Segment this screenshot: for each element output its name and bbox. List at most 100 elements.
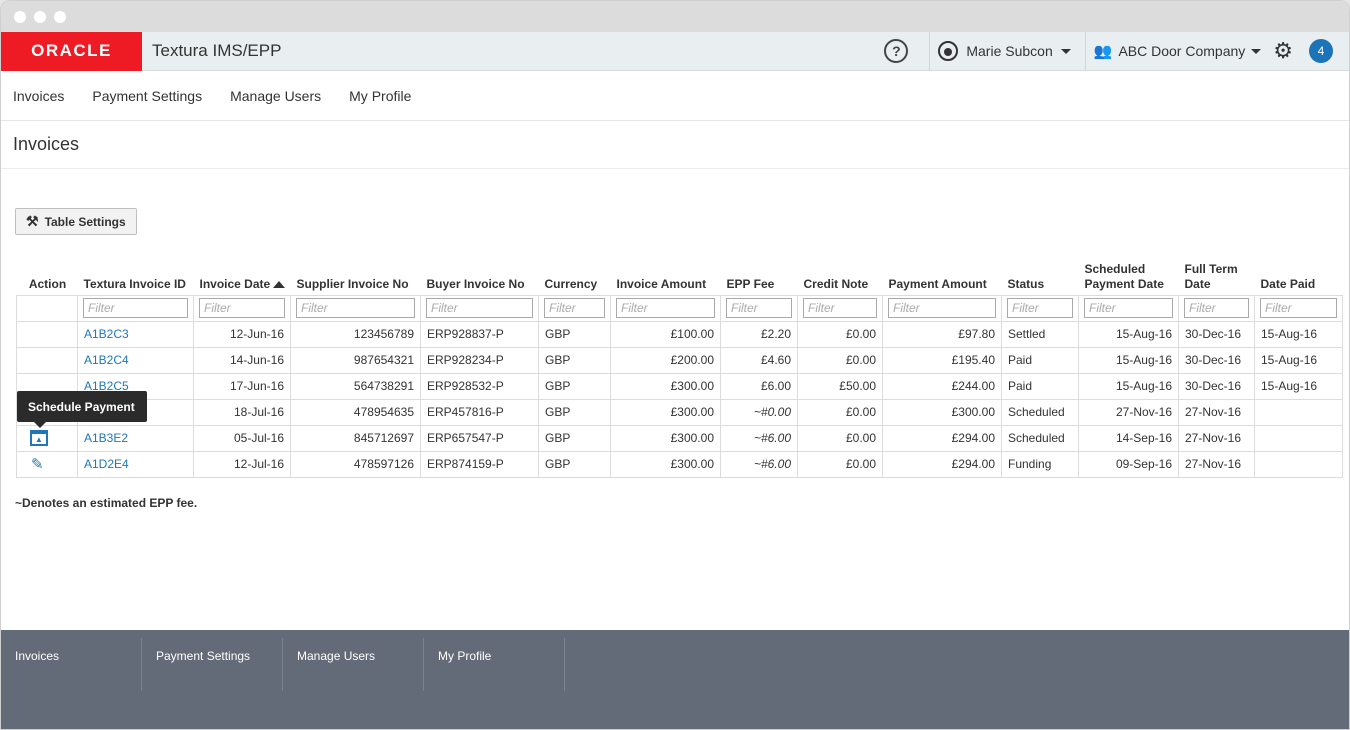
- cell-invoice-date: 12-Jul-16: [193, 450, 291, 478]
- column-header-credit-note[interactable]: Credit Note: [803, 276, 869, 291]
- cell-value: GBP: [545, 405, 571, 419]
- cell-invoice-amount: £300.00: [610, 450, 721, 478]
- cell-status: Funding: [1001, 450, 1079, 478]
- filter-cell: [720, 294, 798, 322]
- cell-value: 987654321: [353, 353, 414, 367]
- cell-date-paid: [1254, 398, 1343, 426]
- cell-value: GBP: [545, 379, 571, 393]
- header-divider: [929, 31, 931, 71]
- cell-buyer-no: ERP874159-P: [420, 450, 539, 478]
- column-header-invoice-date[interactable]: Invoice Date: [194, 259, 291, 295]
- filter-date-paid-input[interactable]: [1260, 298, 1337, 318]
- filter-full-term-input[interactable]: [1184, 298, 1249, 318]
- pencil-icon[interactable]: ✎: [31, 456, 44, 473]
- user-menu[interactable]: Marie Subcon: [930, 41, 1084, 61]
- column-header-epp-fee[interactable]: EPP Fee: [726, 276, 775, 291]
- column-header-scheduled-date[interactable]: Scheduled Payment Date: [1084, 261, 1164, 291]
- window-minimize-dot[interactable]: [34, 10, 46, 23]
- users-group-icon: 👥: [1093, 43, 1113, 60]
- footer-manage-users-link[interactable]: Manage Users: [283, 638, 424, 691]
- column-header-status[interactable]: Status: [1007, 276, 1045, 291]
- column-header-buyer-no[interactable]: Buyer Invoice No: [426, 276, 525, 291]
- nav-payment-settings[interactable]: Payment Settings: [92, 87, 203, 104]
- window-maximize-dot[interactable]: [54, 10, 66, 23]
- help-icon[interactable]: ?: [884, 39, 909, 63]
- filter-buyer-no-input[interactable]: [426, 298, 533, 318]
- filter-textura-id-input[interactable]: [83, 298, 188, 318]
- cell-date-paid: [1254, 424, 1343, 452]
- cell-full-term: 27-Nov-16: [1178, 398, 1255, 426]
- filter-payment-amount-input[interactable]: [888, 298, 996, 318]
- cell-value: 05-Jul-16: [233, 431, 284, 445]
- column-header-full-term[interactable]: Full Term Date: [1184, 261, 1238, 291]
- column-header-payment-amount[interactable]: Payment Amount: [888, 276, 987, 291]
- footer-my-profile-link[interactable]: My Profile: [424, 638, 565, 691]
- notification-badge[interactable]: 4: [1309, 39, 1333, 63]
- filter-status-input[interactable]: [1007, 298, 1073, 318]
- filter-cell-empty: [16, 294, 78, 322]
- cell-status: Scheduled: [1001, 424, 1079, 452]
- cell-value: £2.20: [760, 327, 791, 341]
- cell-date-paid: 15-Aug-16: [1254, 346, 1343, 374]
- cell-value: 27-Nov-16: [1185, 431, 1242, 445]
- cell-value: ERP928837-P: [427, 327, 504, 341]
- column-header-supplier-no[interactable]: Supplier Invoice No: [296, 276, 409, 291]
- column-header-textura-id[interactable]: Textura Invoice ID: [83, 276, 186, 291]
- nav-manage-users[interactable]: Manage Users: [230, 87, 322, 104]
- cell-value: £50.00: [839, 379, 876, 393]
- cell-value: £0.00: [845, 327, 876, 341]
- invoice-id-link[interactable]: A1B2C4: [84, 353, 129, 367]
- column-header-currency[interactable]: Currency: [544, 276, 598, 291]
- footer-payment-settings-link[interactable]: Payment Settings: [142, 638, 283, 691]
- sort-ascending-icon[interactable]: [273, 280, 286, 288]
- cell-value: Scheduled: [1008, 431, 1065, 445]
- filter-scheduled-date-input[interactable]: [1084, 298, 1173, 318]
- footer-invoices-link[interactable]: Invoices: [1, 638, 142, 691]
- chevron-down-icon: [1060, 48, 1071, 54]
- cell-value: 478954635: [353, 405, 414, 419]
- cell-credit-note: £0.00: [797, 450, 883, 478]
- column-header-invoice-amount[interactable]: Invoice Amount: [616, 276, 707, 291]
- filter-invoice-amount-input[interactable]: [616, 298, 715, 318]
- cell-value: ~#6.00: [753, 457, 791, 471]
- cell-buyer-no: ERP657547-P: [420, 424, 539, 452]
- table-settings-button[interactable]: ⚒ Table Settings: [15, 208, 137, 235]
- cell-epp-fee: £4.60: [720, 346, 798, 374]
- cell-value: 845712697: [353, 431, 414, 445]
- cell-value: ERP874159-P: [427, 457, 504, 471]
- tools-icon: ⚒: [26, 213, 39, 229]
- cell-value: ERP657547-P: [427, 431, 504, 445]
- filter-invoice-date-input[interactable]: [199, 298, 285, 318]
- filter-epp-fee-input[interactable]: [726, 298, 792, 318]
- nav-invoices[interactable]: Invoices: [13, 87, 65, 104]
- cell-value: 15-Aug-16: [1261, 379, 1318, 393]
- cell-payment-amount: £195.40: [882, 346, 1002, 374]
- cell-value: 27-Nov-16: [1185, 457, 1242, 471]
- filter-cell: [1001, 294, 1079, 322]
- invoice-id-link[interactable]: A1B3E2: [84, 431, 129, 445]
- filter-cell: [77, 294, 194, 322]
- column-header-date-paid[interactable]: Date Paid: [1260, 276, 1316, 291]
- cell-value: GBP: [545, 431, 571, 445]
- invoice-id-link[interactable]: A1B2C5: [84, 379, 129, 393]
- table-header-row: Action Textura Invoice ID Invoice Date S…: [17, 259, 1343, 295]
- filter-supplier-no-input[interactable]: [296, 298, 415, 318]
- nav-my-profile[interactable]: My Profile: [349, 87, 412, 104]
- calendar-icon[interactable]: ▲: [30, 430, 48, 446]
- oracle-logo[interactable]: ORACLE: [1, 31, 142, 71]
- filter-currency-input[interactable]: [544, 298, 605, 318]
- cell-supplier-no: 987654321: [290, 346, 421, 374]
- window-close-dot[interactable]: [14, 10, 26, 23]
- cell-epp-fee: £6.00: [720, 372, 798, 400]
- table-row: 18-Jul-16 478954635 ERP457816-P GBP £300.00 ~…: [16, 398, 1343, 426]
- cell-value: 17-Jun-16: [229, 379, 284, 393]
- filter-credit-note-input[interactable]: [803, 298, 877, 318]
- invoice-id-link[interactable]: A1B2C3: [84, 327, 129, 341]
- cell-value: £300.00: [670, 457, 714, 471]
- invoice-id-link[interactable]: A1D2E4: [84, 457, 129, 471]
- company-menu[interactable]: 👥 ABC Door Company: [1086, 42, 1274, 60]
- cell-scheduled-date: 09-Sep-16: [1078, 450, 1179, 478]
- cell-value: 15-Aug-16: [1115, 353, 1172, 367]
- gear-icon[interactable]: ⚙: [1273, 38, 1293, 63]
